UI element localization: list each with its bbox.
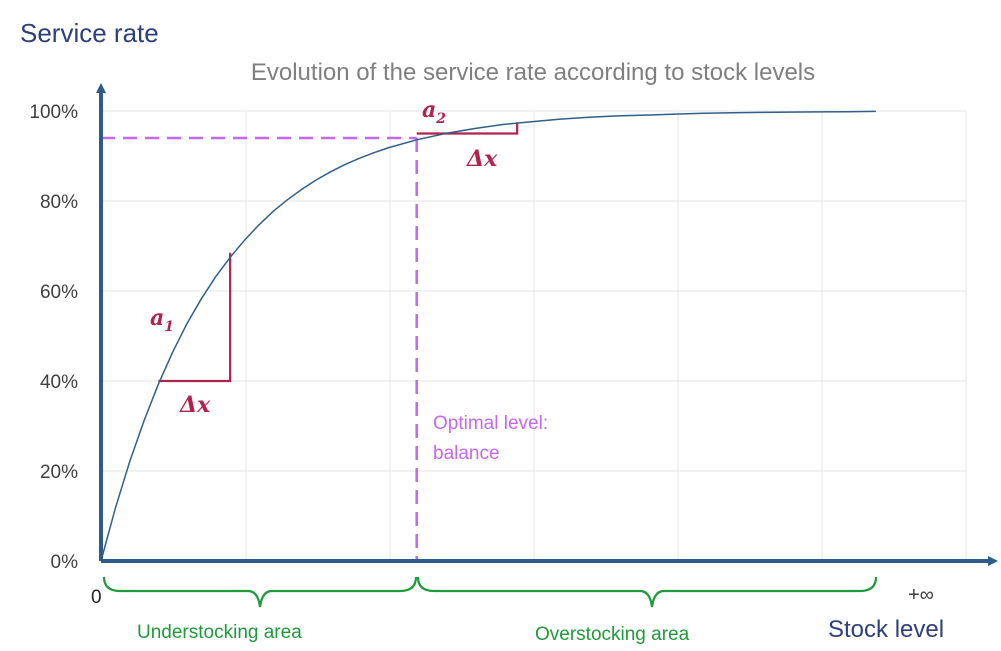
x-infinity-label: +∞ [908, 584, 934, 606]
overstocking-brace [416, 576, 878, 608]
slope-a1-label: a1 [150, 305, 174, 335]
y-tick-label: 20% [40, 462, 78, 483]
understocking-brace [102, 576, 418, 608]
gridlines [101, 110, 967, 561]
y-tick-label: 80% [40, 192, 78, 213]
overstocking-area-label: Overstocking area [535, 624, 690, 645]
understocking-area-label: Understocking area [137, 622, 302, 643]
y-tick-label: 60% [40, 282, 78, 303]
slope-a2-triangle [416, 122, 519, 135]
optimal-level-sublabel: balance [433, 443, 500, 464]
x-axis-title: Stock level [828, 616, 944, 643]
y-tick-label: 100% [29, 102, 78, 123]
slope-a2-label: a2 [422, 97, 446, 127]
y-tick-label: 40% [40, 372, 78, 393]
y-axis-title: Service rate [20, 18, 159, 48]
chart-title: Evolution of the service rate according … [251, 59, 815, 86]
plot-annotations [101, 122, 519, 561]
slope-a1-delta-label: Δx [179, 392, 211, 418]
optimal-level-label: Optimal level: [433, 413, 548, 434]
slope-a1-triangle [158, 252, 232, 383]
slope-a2-delta-label: Δx [466, 146, 498, 172]
x-origin-label: 0 [91, 587, 102, 608]
y-tick-labels: 0% 20% 40% 60% 80% 100% [29, 102, 78, 573]
y-tick-label: 0% [51, 552, 79, 573]
service-rate-curve [100, 110, 876, 562]
